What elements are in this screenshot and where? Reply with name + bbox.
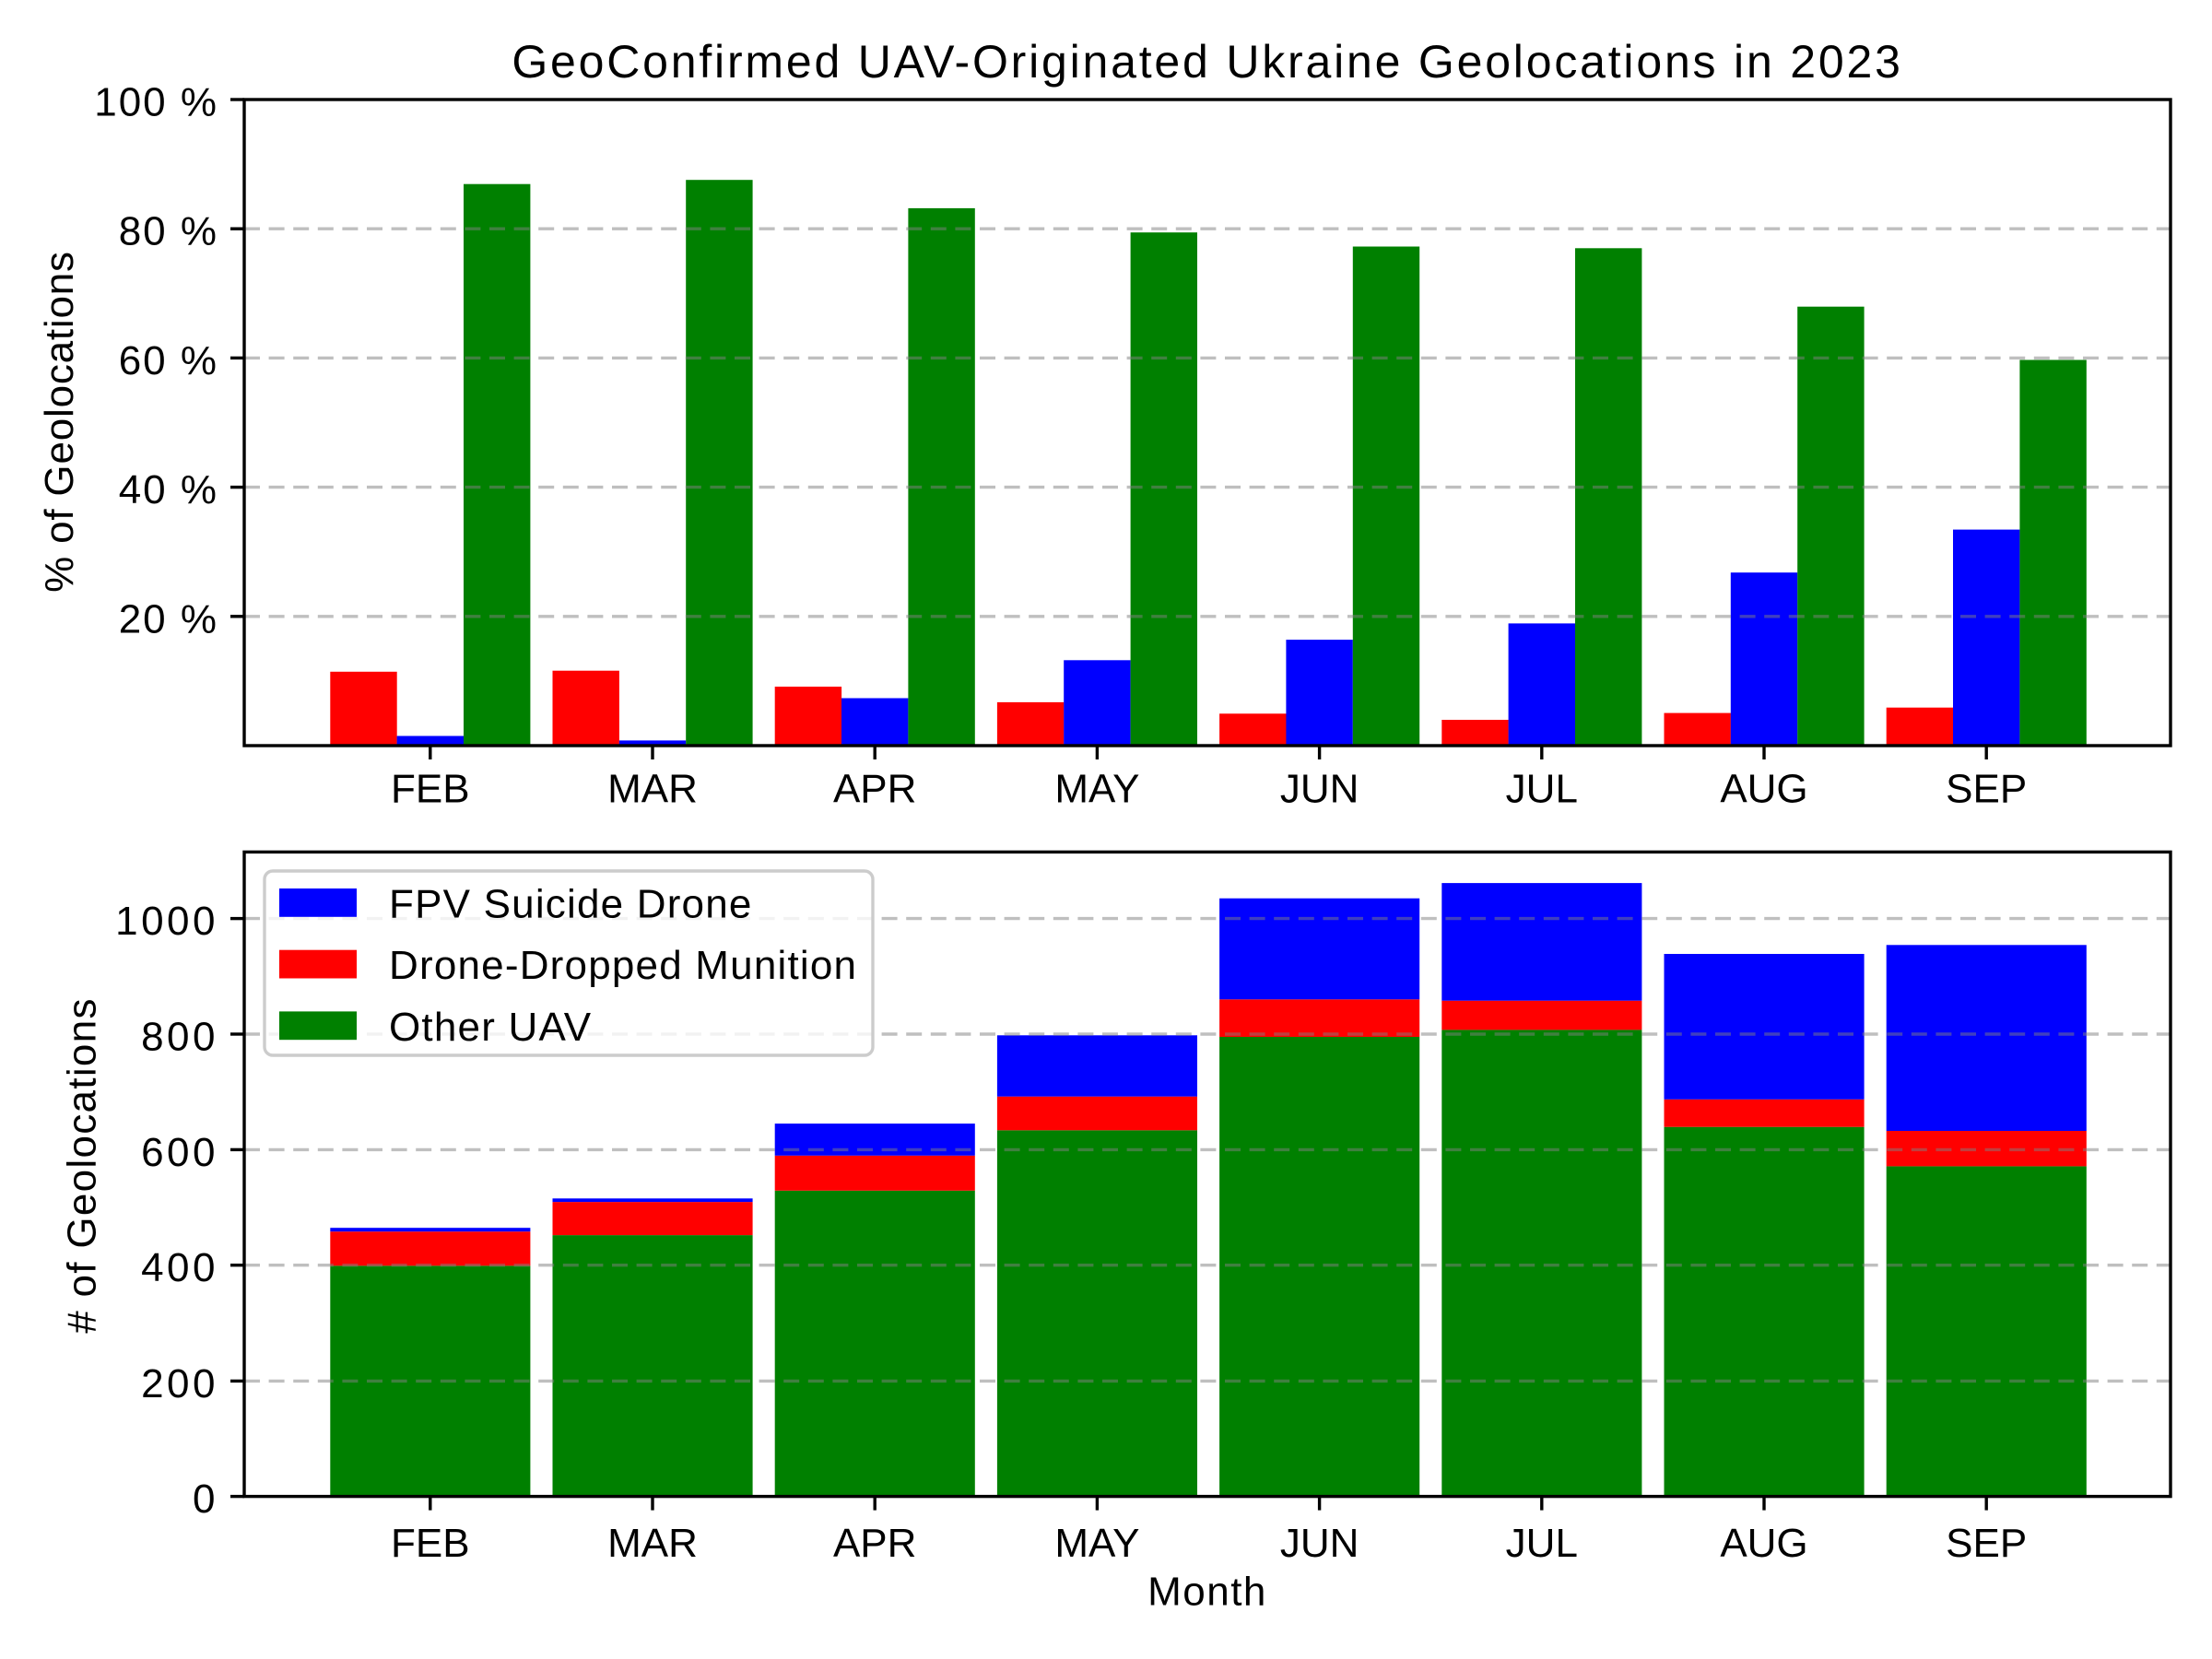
- svg-text:100 %: 100 %: [94, 80, 218, 125]
- svg-text:200: 200: [141, 1361, 218, 1406]
- svg-text:FPV Suicide Drone: FPV Suicide Drone: [389, 881, 753, 926]
- svg-text:600: 600: [141, 1130, 218, 1175]
- svg-text:400: 400: [141, 1245, 218, 1290]
- svg-text:MAR: MAR: [607, 1521, 698, 1566]
- svg-text:AUG: AUG: [1720, 1521, 1807, 1566]
- svg-text:0: 0: [193, 1477, 218, 1522]
- svg-text:GeoConfirmed UAV-Originated Uk: GeoConfirmed UAV-Originated Ukraine Geol…: [512, 36, 1902, 88]
- svg-text:1000: 1000: [115, 899, 218, 944]
- svg-text:JUL: JUL: [1506, 1521, 1578, 1566]
- svg-text:Other UAV: Other UAV: [389, 1005, 592, 1050]
- svg-text:MAR: MAR: [607, 767, 698, 812]
- svg-text:Month: Month: [1147, 1570, 1267, 1615]
- svg-text:SEP: SEP: [1946, 1521, 2027, 1566]
- svg-text:SEP: SEP: [1946, 767, 2027, 812]
- svg-text:# of Geolocations: # of Geolocations: [60, 997, 105, 1334]
- svg-text:AUG: AUG: [1720, 767, 1807, 812]
- svg-text:800: 800: [141, 1015, 218, 1060]
- svg-text:MAY: MAY: [1054, 767, 1139, 812]
- svg-text:JUN: JUN: [1280, 1521, 1359, 1566]
- svg-text:JUL: JUL: [1506, 767, 1578, 812]
- svg-text:80 %: 80 %: [119, 209, 218, 254]
- svg-text:FEB: FEB: [391, 767, 470, 812]
- svg-text:MAY: MAY: [1054, 1521, 1139, 1566]
- svg-text:% of Geolocations: % of Geolocations: [37, 251, 82, 593]
- svg-text:40 %: 40 %: [119, 467, 218, 512]
- svg-text:Drone-Dropped Munition: Drone-Dropped Munition: [389, 943, 857, 988]
- svg-text:20 %: 20 %: [119, 596, 218, 641]
- svg-text:FEB: FEB: [391, 1521, 470, 1566]
- svg-text:APR: APR: [833, 1521, 916, 1566]
- svg-text:APR: APR: [833, 767, 916, 812]
- svg-text:JUN: JUN: [1280, 767, 1359, 812]
- svg-text:60 %: 60 %: [119, 338, 218, 383]
